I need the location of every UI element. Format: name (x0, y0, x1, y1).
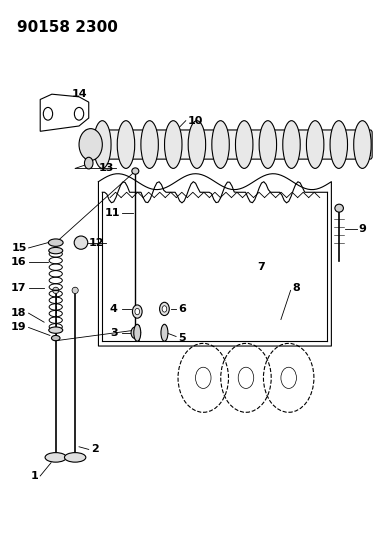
Text: 6: 6 (178, 304, 186, 314)
Text: 11: 11 (104, 208, 120, 219)
Ellipse shape (354, 120, 371, 168)
Text: 12: 12 (89, 238, 104, 248)
Text: 3: 3 (110, 328, 118, 338)
Ellipse shape (283, 120, 300, 168)
Ellipse shape (330, 120, 348, 168)
Text: 10: 10 (188, 116, 203, 126)
Ellipse shape (133, 305, 142, 318)
Polygon shape (40, 94, 89, 131)
Ellipse shape (160, 302, 169, 316)
Text: 4: 4 (110, 304, 118, 314)
Ellipse shape (131, 327, 140, 338)
Text: 18: 18 (11, 308, 27, 318)
Ellipse shape (49, 247, 63, 254)
Ellipse shape (65, 453, 86, 462)
Text: 5: 5 (178, 333, 186, 343)
Text: 14: 14 (71, 89, 87, 99)
Circle shape (79, 128, 102, 160)
Text: 1: 1 (30, 471, 38, 481)
Text: 15: 15 (11, 243, 27, 253)
Ellipse shape (53, 287, 59, 294)
Text: 16: 16 (11, 257, 27, 267)
Ellipse shape (72, 287, 78, 294)
FancyBboxPatch shape (85, 130, 372, 159)
Ellipse shape (161, 324, 168, 341)
Ellipse shape (188, 120, 206, 168)
Text: 7: 7 (258, 262, 265, 271)
Ellipse shape (48, 239, 63, 246)
Circle shape (74, 108, 84, 120)
Circle shape (43, 108, 53, 120)
Ellipse shape (52, 335, 60, 341)
Text: 13: 13 (99, 164, 114, 173)
Text: 19: 19 (11, 322, 27, 333)
Ellipse shape (93, 120, 111, 168)
Text: 8: 8 (292, 282, 300, 293)
Text: 9: 9 (359, 224, 366, 235)
Ellipse shape (117, 120, 135, 168)
Ellipse shape (141, 120, 158, 168)
Ellipse shape (84, 157, 93, 169)
Ellipse shape (74, 236, 88, 249)
Ellipse shape (259, 120, 276, 168)
Ellipse shape (235, 120, 253, 168)
Ellipse shape (45, 453, 66, 462)
Ellipse shape (335, 204, 343, 212)
Ellipse shape (212, 120, 229, 168)
Ellipse shape (135, 309, 140, 315)
Ellipse shape (165, 120, 182, 168)
Ellipse shape (49, 327, 63, 333)
Ellipse shape (162, 306, 167, 312)
Ellipse shape (307, 120, 324, 168)
Text: 90158 2300: 90158 2300 (17, 20, 118, 35)
Text: 2: 2 (91, 445, 99, 455)
Ellipse shape (134, 324, 141, 341)
Ellipse shape (132, 168, 139, 174)
Text: 17: 17 (11, 282, 27, 293)
